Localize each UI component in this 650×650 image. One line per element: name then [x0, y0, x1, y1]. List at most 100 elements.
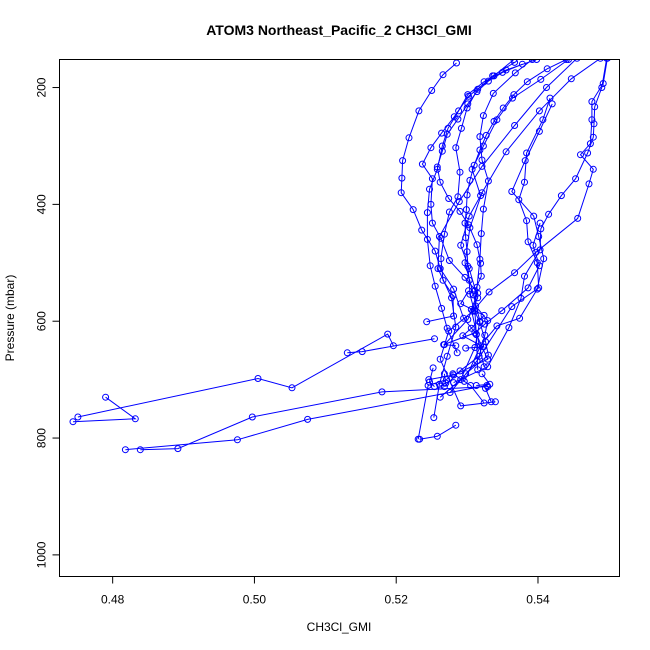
data-point: [463, 191, 471, 199]
data-point: [456, 367, 464, 375]
series-line: [485, 388, 492, 402]
data-point: [423, 209, 431, 217]
data-point: [509, 94, 516, 102]
data-point: [476, 146, 484, 154]
data-point: [521, 157, 529, 165]
data-point: [471, 329, 479, 337]
data-point: [472, 382, 480, 389]
series-line: [426, 59, 537, 353]
x-tick-label: 0.52: [385, 593, 409, 607]
data-point: [471, 287, 479, 295]
data-point: [455, 198, 463, 205]
data-point: [443, 352, 451, 360]
data-point: [572, 175, 580, 183]
data-point: [515, 196, 523, 204]
series-line: [400, 62, 489, 381]
series-profile: [436, 59, 604, 401]
data-point: [535, 233, 543, 240]
data-point: [378, 388, 386, 396]
data-point: [456, 207, 464, 215]
data-point: [452, 144, 460, 152]
data-point: [449, 292, 457, 299]
series-profile: [74, 330, 397, 421]
x-axis: 0.48 0.50 0.52 0.54: [101, 576, 550, 607]
series-profile: [472, 370, 494, 389]
data-point: [409, 206, 417, 214]
data-point: [450, 113, 458, 121]
data-point: [511, 69, 519, 77]
data-point: [573, 59, 581, 62]
data-point: [463, 248, 471, 256]
data-point: [69, 418, 77, 426]
x-tick-label: 0.48: [101, 593, 125, 607]
data-point: [604, 59, 611, 62]
series-line: [428, 367, 435, 387]
data-point: [431, 335, 438, 343]
data-point: [523, 217, 531, 225]
data-point: [445, 208, 453, 216]
series-line: [463, 103, 553, 382]
data-point: [136, 446, 144, 454]
data-point: [436, 382, 444, 390]
data-point: [484, 383, 492, 391]
data-point: [427, 144, 435, 152]
data-point: [456, 168, 464, 176]
data-point: [446, 389, 454, 396]
data-point: [472, 330, 480, 338]
data-point: [429, 364, 437, 372]
data-point: [470, 306, 478, 314]
data-point: [233, 436, 241, 444]
series-profile: [136, 383, 492, 454]
data-point: [443, 324, 451, 332]
data-point: [499, 104, 507, 112]
y-axis: 200 400 600 800 1000: [35, 77, 60, 568]
data-point: [545, 210, 553, 218]
data-point: [464, 91, 472, 99]
y-tick-label: 800: [35, 428, 49, 448]
data-point: [477, 259, 485, 267]
data-point: [121, 446, 129, 454]
data-point: [467, 324, 475, 332]
data-point: [457, 124, 465, 132]
data-point: [590, 120, 598, 128]
data-point: [521, 178, 528, 186]
data-point: [511, 59, 519, 66]
data-point: [477, 272, 485, 280]
data-point: [482, 384, 489, 392]
data-point: [462, 370, 470, 378]
data-point: [543, 65, 551, 73]
data-point: [454, 193, 462, 201]
data-point: [499, 68, 506, 76]
data-point: [475, 352, 483, 360]
data-point: [461, 219, 469, 227]
series-profile: [423, 59, 541, 357]
data-point: [508, 188, 516, 195]
data-point: [510, 91, 518, 99]
data-point: [548, 100, 556, 108]
data-point: [528, 59, 536, 63]
data-point: [479, 112, 487, 120]
series-line: [347, 338, 435, 354]
data-point: [248, 413, 256, 421]
data-point: [438, 147, 446, 155]
data-point: [543, 84, 550, 91]
data-point: [455, 107, 463, 115]
data-point: [490, 117, 498, 125]
data-point: [521, 272, 528, 280]
data-point: [539, 116, 547, 124]
series-profile: [440, 219, 544, 350]
data-point: [131, 415, 139, 423]
data-point: [473, 241, 481, 249]
data-point: [433, 432, 441, 440]
data-point: [523, 149, 531, 157]
data-point: [423, 235, 431, 243]
data-point: [399, 157, 407, 165]
data-point: [533, 259, 541, 267]
data-point: [524, 238, 532, 246]
data-point: [523, 78, 531, 86]
data-point: [478, 156, 486, 164]
data-point: [498, 307, 506, 315]
data-point: [425, 376, 433, 384]
data-point: [484, 77, 492, 85]
